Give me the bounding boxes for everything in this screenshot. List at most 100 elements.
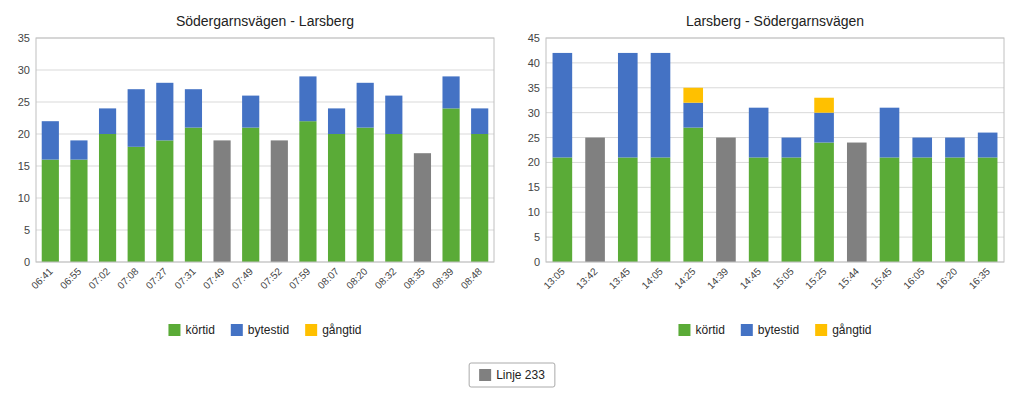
- bar: [414, 153, 431, 154]
- y-tick-label: 20: [18, 128, 30, 140]
- bar: [978, 132, 998, 133]
- bar: [880, 157, 900, 262]
- bar: [299, 76, 316, 121]
- bar: [357, 83, 374, 128]
- bar: [442, 108, 459, 262]
- bar: [585, 138, 605, 262]
- bar: [99, 108, 116, 109]
- legend-swatch: [479, 369, 491, 381]
- bar: [553, 157, 573, 262]
- legend-swatch: [231, 324, 243, 336]
- plot-frame: [36, 38, 494, 262]
- x-tick-label: 06:41: [29, 265, 55, 291]
- y-tick-label: 40: [528, 57, 540, 69]
- bar: [156, 83, 173, 141]
- bar: [553, 52, 573, 53]
- y-tick-label: 15: [18, 160, 30, 172]
- bar: [912, 138, 932, 158]
- bar: [128, 89, 145, 90]
- bar: [185, 89, 202, 90]
- y-tick-label: 45: [528, 32, 540, 44]
- x-tick-label: 08:35: [401, 265, 427, 291]
- bar: [716, 137, 736, 138]
- x-tick-label: 07:49: [201, 265, 227, 291]
- bar: [683, 88, 703, 103]
- y-tick-label: 25: [18, 96, 30, 108]
- bar: [185, 128, 202, 262]
- bar: [414, 153, 431, 154]
- bars: [553, 53, 998, 262]
- bar: [912, 157, 932, 262]
- bar: [553, 53, 573, 158]
- bar: [242, 96, 259, 128]
- y-tick-label: 30: [528, 107, 540, 119]
- bar: [357, 128, 374, 262]
- bar: [651, 52, 671, 53]
- bar: [414, 153, 431, 262]
- bar: [847, 143, 867, 262]
- bar: [847, 142, 867, 143]
- bar: [585, 137, 605, 138]
- bar: [185, 89, 202, 127]
- legend-label: gångtid: [832, 323, 871, 337]
- y-tick-label: 10: [528, 206, 540, 218]
- bar: [749, 107, 769, 108]
- bars: [42, 76, 489, 262]
- bar: [749, 108, 769, 158]
- x-tick-label: 07:27: [144, 265, 170, 291]
- grid-line: [546, 62, 1004, 63]
- y-tick-label: 35: [18, 32, 30, 44]
- grid-line: [546, 137, 1004, 138]
- legend-label: Linje 233: [496, 368, 545, 382]
- plot-frame: [546, 38, 1004, 262]
- legend: körtidbytestidgångtid: [678, 323, 871, 337]
- bar: [328, 134, 345, 262]
- legend-swatch: [678, 324, 690, 336]
- x-tick-label: 13:05: [541, 265, 567, 291]
- x-tick-label: 13:45: [607, 265, 633, 291]
- legend: körtidbytestidgångtid: [168, 323, 361, 337]
- y-tick-label: 0: [534, 256, 540, 268]
- bar: [847, 142, 867, 143]
- grid-line: [546, 87, 1004, 88]
- x-tick-label: 08:48: [459, 265, 485, 291]
- y-tick-label: 10: [18, 192, 30, 204]
- x-tick-label: 08:32: [373, 265, 399, 291]
- y-tick-label: 0: [24, 256, 30, 268]
- bar: [271, 140, 288, 262]
- legend-label: gångtid: [322, 323, 361, 337]
- bar: [716, 137, 736, 138]
- grid-line: [36, 102, 494, 103]
- bar: [945, 138, 965, 158]
- bar: [414, 153, 431, 154]
- bar: [42, 121, 59, 122]
- bar: [242, 128, 259, 262]
- bar: [271, 140, 288, 141]
- legend-frame: [469, 363, 555, 387]
- bar: [716, 138, 736, 262]
- figure: Södergarnsvägen - Larsberg05101520253035…: [0, 0, 1024, 397]
- bar: [683, 103, 703, 128]
- bar: [357, 82, 374, 83]
- y-tick-label: 25: [528, 132, 540, 144]
- bar: [99, 134, 116, 262]
- bar: [651, 157, 671, 262]
- bar: [471, 108, 488, 134]
- bar: [651, 53, 671, 158]
- bar: [442, 76, 459, 77]
- bar: [242, 95, 259, 96]
- legend-swatch: [741, 324, 753, 336]
- x-tick-label: 07:08: [115, 265, 141, 291]
- bar: [471, 134, 488, 262]
- x-tick-label: 16:35: [967, 265, 993, 291]
- bar: [814, 98, 834, 113]
- bar: [213, 140, 230, 141]
- bar: [385, 96, 402, 134]
- bar: [42, 160, 59, 262]
- legend-swatch: [305, 324, 317, 336]
- chart-title: Södergarnsvägen - Larsberg: [176, 13, 354, 29]
- bar: [716, 137, 736, 138]
- bar: [442, 76, 459, 108]
- panel: Södergarnsvägen - Larsberg05101520253035…: [18, 13, 494, 337]
- x-tick-label: 15:45: [868, 265, 894, 291]
